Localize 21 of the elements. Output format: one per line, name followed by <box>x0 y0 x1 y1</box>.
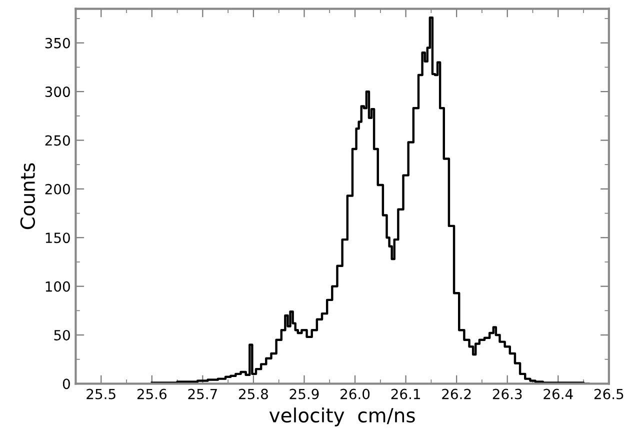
x-tick-label: 25.8 <box>239 388 268 400</box>
x-tick-label: 25.5 <box>86 388 116 400</box>
y-tick-label: 150 <box>46 232 70 244</box>
y-tick-label: 50 <box>54 330 70 340</box>
y-tick-label: 0 <box>62 378 70 390</box>
x-tick-label: 26.2 <box>442 388 471 400</box>
x-tick-label: 25.7 <box>188 388 217 400</box>
x-tick-label: 26.1 <box>391 388 420 400</box>
x-tick-label: 26.0 <box>340 388 370 400</box>
x-axis-title: velocity cm/ns <box>269 408 415 426</box>
x-tick-label: 26.5 <box>594 388 624 400</box>
x-tick-label: 25.9 <box>290 388 319 400</box>
y-tick-label: 350 <box>45 38 70 48</box>
y-tick-label: 300 <box>45 86 70 98</box>
x-tick-label: 26.3 <box>492 388 522 400</box>
y-tick-label: 200 <box>45 184 70 194</box>
y-tick-label: 250 <box>45 135 70 146</box>
x-tick-label: 26.4 <box>544 388 573 400</box>
y-axis-title: Counts <box>20 163 36 230</box>
y-tick-label: 100 <box>46 281 70 292</box>
x-tick-label: 25.6 <box>137 388 166 400</box>
